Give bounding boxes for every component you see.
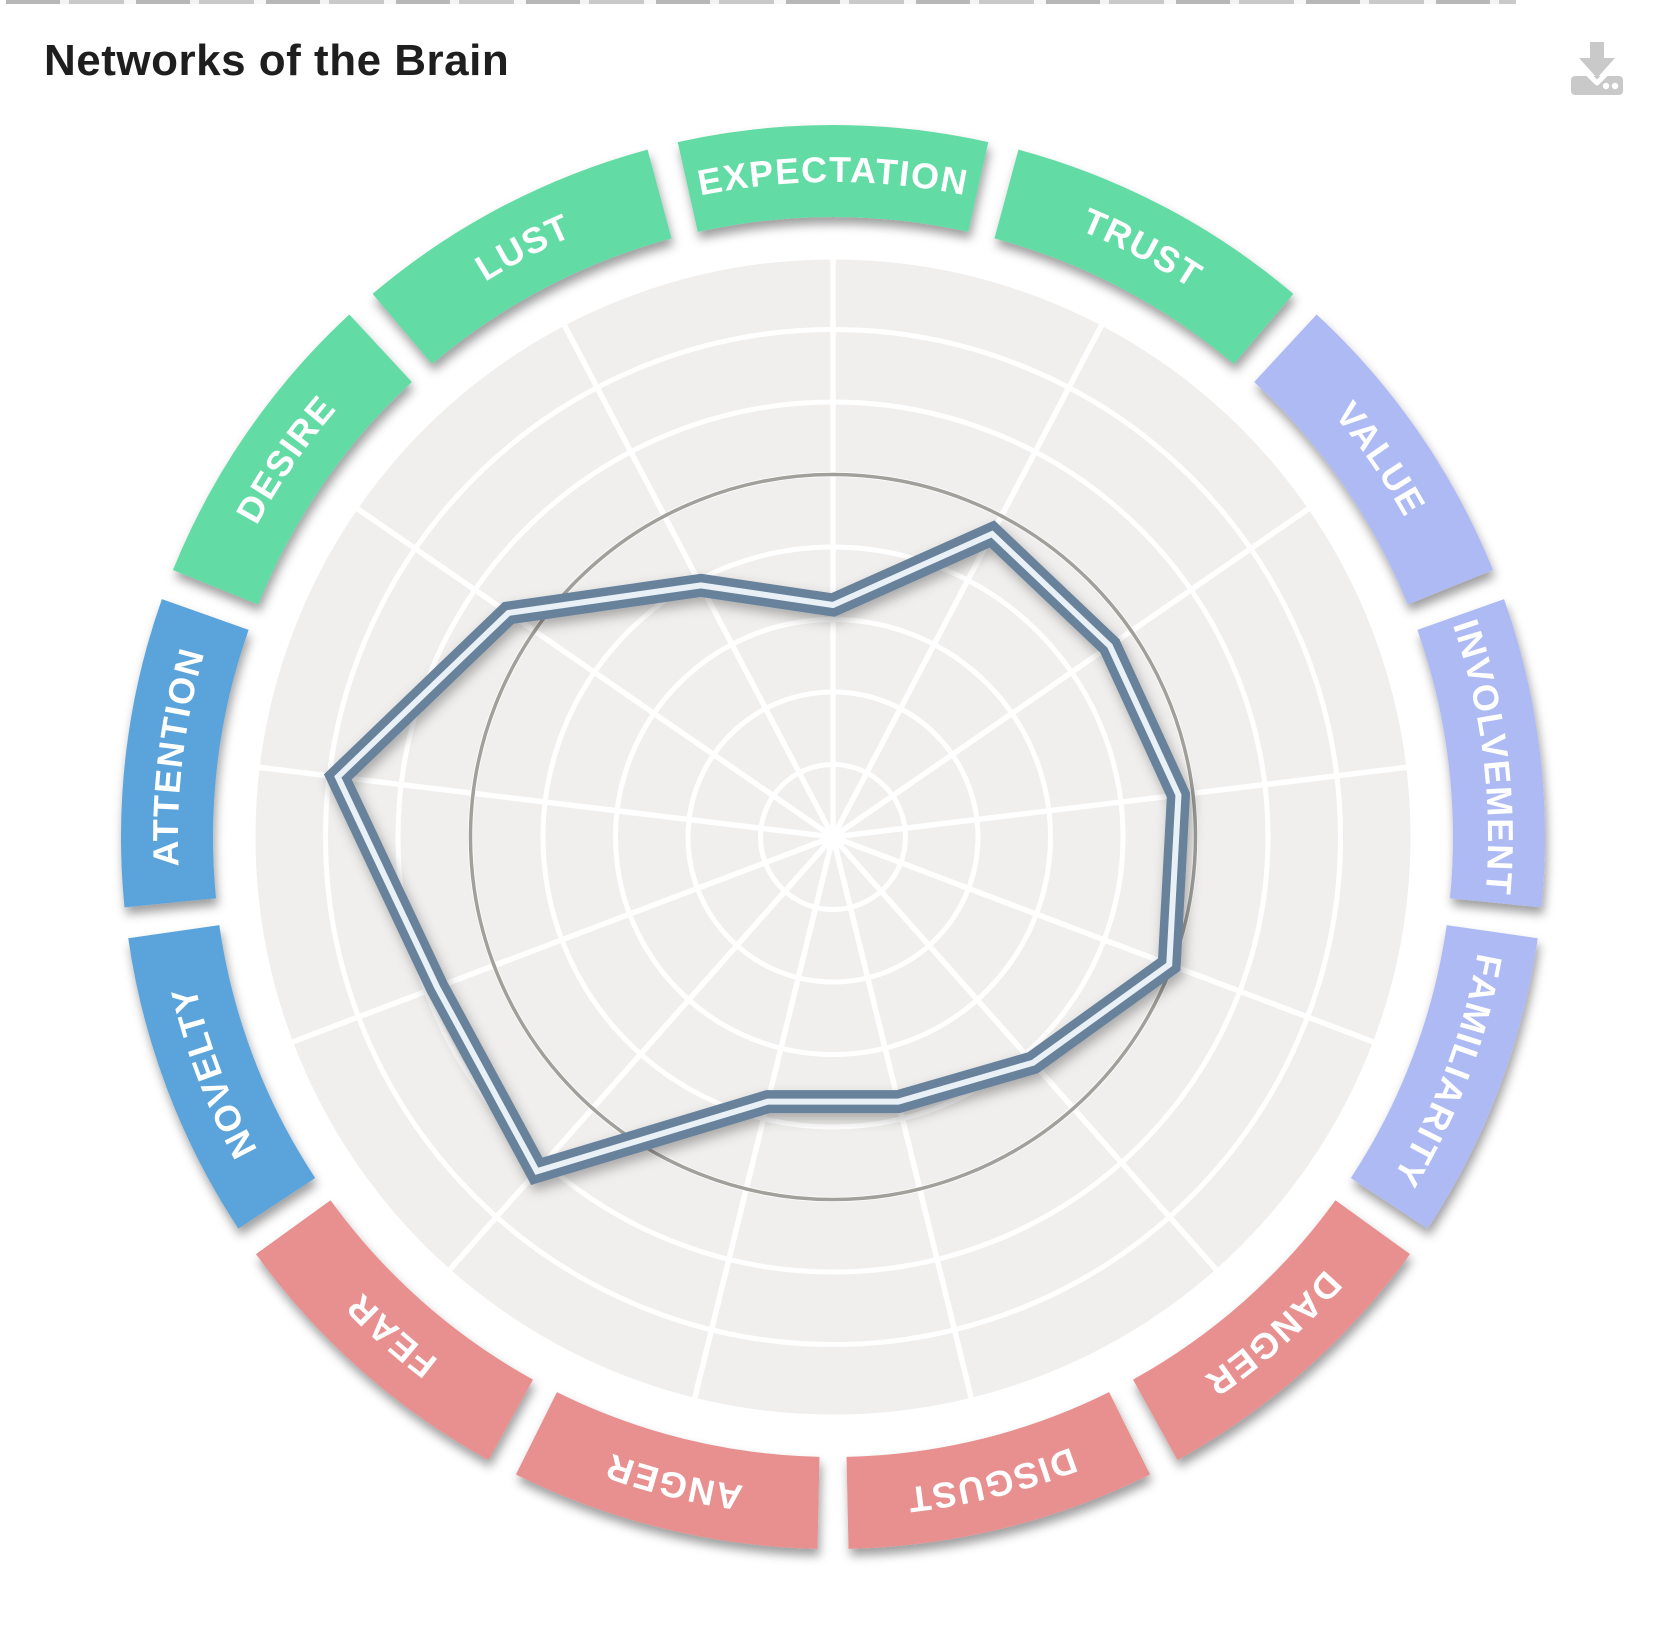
data-band-centerline	[334, 530, 1182, 1175]
top-clipped-content	[6, 0, 1516, 4]
radar-spoke	[830, 322, 1105, 839]
segment-fear[interactable]	[256, 1200, 533, 1461]
segment-danger[interactable]	[1133, 1200, 1410, 1461]
radar-spoke	[830, 836, 975, 1401]
radar-spoke	[446, 835, 836, 1273]
radar-spoke	[832, 764, 1410, 840]
radar-spoke	[256, 764, 834, 840]
segment-involvement[interactable]	[1417, 599, 1545, 908]
segment-attention[interactable]	[121, 599, 249, 908]
radar-spoke	[832, 834, 1377, 1046]
segment-anger[interactable]	[515, 1392, 820, 1549]
radar-spoke	[354, 505, 835, 840]
radar-spoke	[289, 834, 834, 1046]
segment-trust[interactable]	[994, 149, 1294, 365]
segment-value[interactable]	[1254, 314, 1494, 605]
radar-spoke	[831, 505, 1312, 840]
radar-spoke	[691, 836, 836, 1401]
header: Networks of the Brain	[44, 36, 1628, 100]
segment-novelty[interactable]	[128, 925, 316, 1229]
download-icon	[1571, 42, 1623, 95]
download-button[interactable]	[1566, 38, 1628, 100]
reference-ring	[468, 472, 1198, 1202]
segment-disgust[interactable]	[846, 1392, 1151, 1549]
segment-familiarity[interactable]	[1350, 925, 1538, 1229]
segment-expectation[interactable]	[677, 125, 989, 232]
page-title: Networks of the Brain	[44, 36, 510, 85]
segment-desire[interactable]	[172, 314, 412, 605]
segment-lust[interactable]	[372, 149, 672, 365]
